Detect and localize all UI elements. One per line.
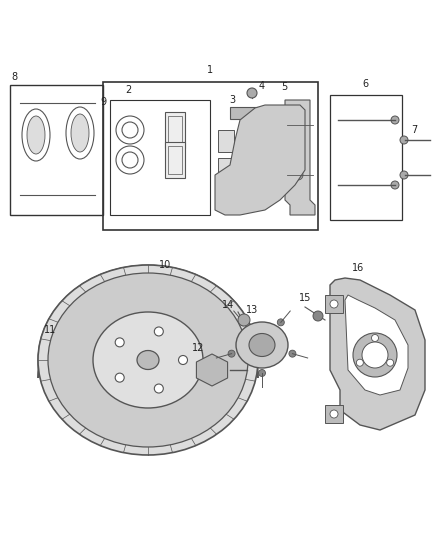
Circle shape <box>362 342 388 368</box>
Ellipse shape <box>236 322 288 368</box>
Circle shape <box>122 122 138 138</box>
Circle shape <box>277 319 284 326</box>
Circle shape <box>330 410 338 418</box>
Circle shape <box>387 359 394 366</box>
Text: 13: 13 <box>246 305 258 315</box>
Text: 2: 2 <box>125 85 131 95</box>
Text: 16: 16 <box>352 263 364 273</box>
Text: 7: 7 <box>411 125 417 135</box>
Circle shape <box>357 359 364 366</box>
Circle shape <box>289 350 296 357</box>
Bar <box>325 405 343 423</box>
Circle shape <box>238 314 250 326</box>
Ellipse shape <box>38 265 258 455</box>
Circle shape <box>391 116 399 124</box>
Bar <box>168 146 182 174</box>
Text: 14: 14 <box>222 300 234 310</box>
Bar <box>330 95 402 220</box>
Text: 4: 4 <box>259 81 265 91</box>
Circle shape <box>330 300 338 308</box>
Ellipse shape <box>71 114 89 152</box>
Circle shape <box>247 88 257 98</box>
Circle shape <box>371 335 378 342</box>
Ellipse shape <box>48 273 248 447</box>
Text: 1: 1 <box>207 65 213 75</box>
Text: 3: 3 <box>229 95 235 105</box>
Polygon shape <box>345 295 408 395</box>
Circle shape <box>293 120 303 130</box>
Circle shape <box>391 181 399 189</box>
Circle shape <box>293 170 303 180</box>
Polygon shape <box>285 100 315 215</box>
Circle shape <box>154 384 163 393</box>
Circle shape <box>258 369 265 376</box>
Text: 8: 8 <box>11 72 17 82</box>
Circle shape <box>115 338 124 347</box>
Polygon shape <box>38 265 258 378</box>
Bar <box>325 295 343 313</box>
Bar <box>218 130 234 152</box>
Ellipse shape <box>27 116 45 154</box>
Bar <box>103 82 318 230</box>
Ellipse shape <box>249 334 275 357</box>
Polygon shape <box>196 354 228 386</box>
Ellipse shape <box>93 312 203 408</box>
Text: 5: 5 <box>281 82 287 92</box>
Polygon shape <box>215 105 305 215</box>
Circle shape <box>122 152 138 168</box>
Ellipse shape <box>137 351 159 369</box>
Text: 9: 9 <box>100 97 106 107</box>
Circle shape <box>313 311 323 321</box>
Bar <box>110 100 210 215</box>
Bar <box>165 112 185 148</box>
Circle shape <box>400 171 408 179</box>
Text: 12: 12 <box>192 343 204 353</box>
Circle shape <box>228 350 235 357</box>
Circle shape <box>154 327 163 336</box>
Bar <box>218 158 234 180</box>
Bar <box>168 116 182 144</box>
Circle shape <box>179 356 187 365</box>
Circle shape <box>353 333 397 377</box>
Text: 15: 15 <box>299 293 311 303</box>
Polygon shape <box>330 278 425 430</box>
Bar <box>230 107 295 119</box>
Text: 11: 11 <box>44 325 56 335</box>
Text: 6: 6 <box>362 79 368 89</box>
Circle shape <box>115 373 124 382</box>
Bar <box>165 142 185 178</box>
Bar <box>10 85 103 215</box>
Circle shape <box>400 136 408 144</box>
Text: 10: 10 <box>159 260 171 270</box>
Circle shape <box>240 319 247 326</box>
